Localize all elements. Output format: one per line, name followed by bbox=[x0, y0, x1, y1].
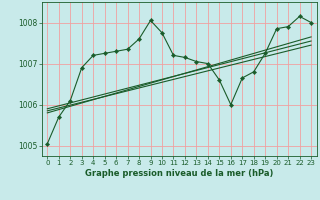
X-axis label: Graphe pression niveau de la mer (hPa): Graphe pression niveau de la mer (hPa) bbox=[85, 169, 273, 178]
